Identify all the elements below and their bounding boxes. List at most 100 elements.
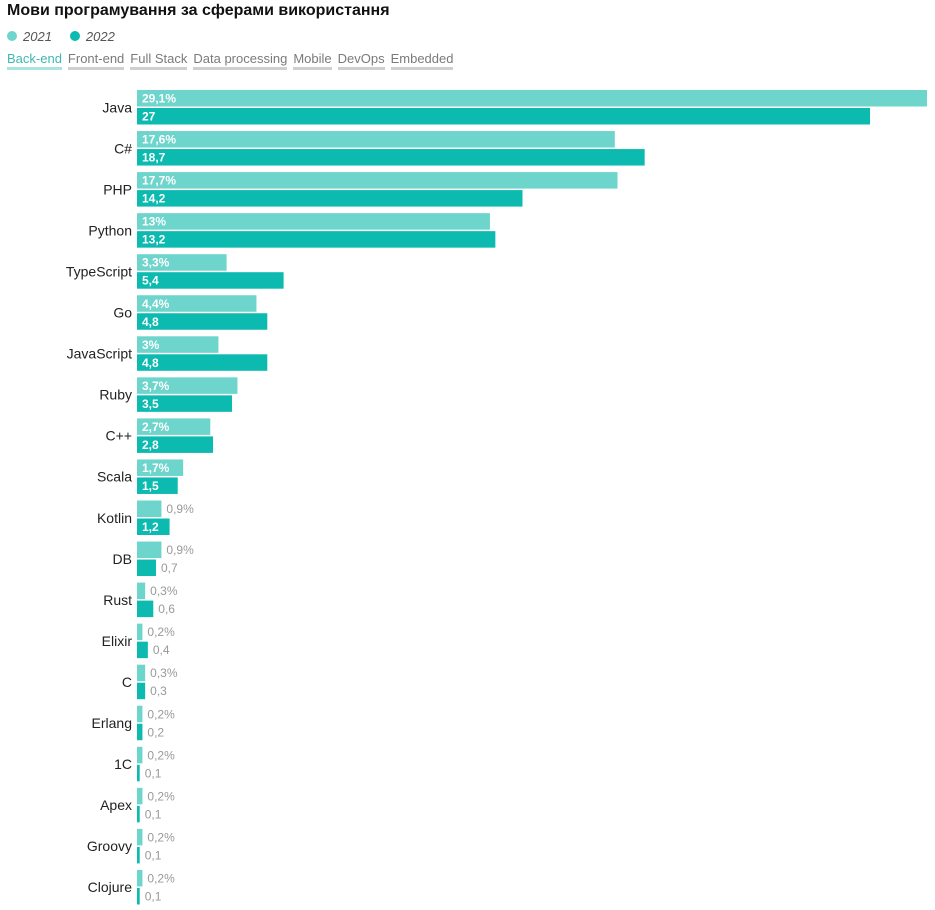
data-label-2021-typescript: 3,3%	[142, 256, 170, 270]
data-label-2021-groovy: 0,2%	[147, 830, 175, 844]
category-label-javascript: JavaScript	[67, 346, 132, 362]
data-label-2021-rust: 0,3%	[150, 584, 178, 598]
bar-2022-groovy	[137, 846, 140, 864]
category-label-db: DB	[113, 551, 132, 567]
data-label-2022-db: 0,7	[161, 561, 178, 575]
bar-2021-kotlin	[137, 500, 162, 517]
data-label-2022-python: 13,2	[142, 233, 166, 247]
bar-2022-c	[137, 436, 214, 453]
bar-2022-elixir	[137, 641, 148, 659]
bar-2022-go	[137, 313, 268, 330]
tab-devops[interactable]: DevOps	[337, 51, 385, 70]
category-label-groovy: Groovy	[87, 838, 132, 854]
bar-2022-clojure	[137, 887, 140, 905]
category-label-rust: Rust	[103, 592, 132, 608]
bar-2022-1c	[137, 764, 140, 782]
tab-front-end[interactable]: Front-end	[67, 51, 125, 70]
category-label-elixir: Elixir	[102, 633, 133, 649]
legend-label-2022: 2022	[85, 28, 115, 44]
bar-2021-c	[137, 664, 146, 682]
bar-2022-typescript	[137, 272, 284, 289]
data-label-2021-elixir: 0,2%	[147, 625, 175, 639]
data-label-2021-apex: 0,2%	[147, 789, 175, 803]
bar-2022-apex	[137, 805, 140, 823]
category-label-c: C#	[114, 140, 132, 156]
bar-2022-c	[137, 149, 645, 166]
data-label-2022-php: 14,2	[142, 192, 166, 206]
category-label-typescript: TypeScript	[66, 263, 132, 279]
data-label-2022-scala: 1,5	[142, 479, 159, 493]
category-label-clojure: Clojure	[88, 879, 133, 895]
data-label-2022-rust: 0,6	[158, 602, 175, 616]
category-label-c: C	[122, 674, 132, 690]
bar-2022-php	[137, 190, 523, 207]
data-label-2021-c: 17,6%	[142, 133, 176, 147]
bar-2021-groovy	[137, 828, 143, 846]
bar-2022-ruby	[137, 395, 233, 412]
bar-2022-c	[137, 682, 146, 700]
data-label-2021-javascript: 3%	[142, 338, 160, 352]
data-label-2022-kotlin: 1,2	[142, 520, 159, 534]
bar-2021-javascript	[137, 336, 219, 353]
legend-item-2022: 2022	[69, 28, 115, 44]
category-label-scala: Scala	[97, 469, 132, 485]
tab-data-processing[interactable]: Data processing	[193, 51, 288, 70]
data-label-2022-elixir: 0,4	[153, 643, 170, 657]
data-label-2021-c: 2,7%	[142, 420, 170, 434]
bar-2021-rust	[137, 582, 146, 600]
bar-2021-ruby	[137, 377, 238, 394]
legend-label-2021: 2021	[23, 28, 52, 44]
bar-2022-erlang	[137, 723, 143, 741]
data-label-2022-erlang: 0,2	[147, 725, 164, 739]
tab-mobile[interactable]: Mobile	[293, 51, 332, 70]
legend-swatch-2022	[69, 31, 80, 41]
bar-2021-db	[137, 541, 162, 559]
bar-2022-db	[137, 559, 157, 577]
data-label-2022-groovy: 0,1	[145, 848, 162, 862]
data-label-2022-javascript: 4,8	[142, 356, 159, 370]
data-label-2022-clojure: 0,1	[145, 889, 162, 903]
bar-2021-erlang	[137, 705, 143, 723]
category-label-c: C++	[106, 428, 132, 444]
category-label-apex: Apex	[100, 797, 132, 813]
bar-2021-scala	[137, 459, 184, 476]
bar-2022-rust	[137, 600, 154, 618]
bar-2021-php	[137, 172, 618, 189]
bar-2021-c	[137, 131, 615, 148]
data-label-2022-1c: 0,1	[145, 766, 162, 780]
data-label-2021-python: 13%	[142, 215, 166, 229]
legend-swatch-2021	[7, 31, 17, 41]
data-label-2022-typescript: 5,4	[142, 274, 159, 288]
data-label-2021-ruby: 3,7%	[142, 379, 170, 393]
category-label-kotlin: Kotlin	[97, 510, 132, 526]
bar-2021-apex	[137, 787, 143, 805]
tab-full-stack[interactable]: Full Stack	[130, 51, 188, 70]
category-label-java: Java	[102, 99, 132, 115]
category-label-python: Python	[88, 222, 132, 238]
legend: 2021 2022	[7, 27, 133, 45]
data-label-2021-php: 17,7%	[142, 174, 176, 188]
data-label-2021-kotlin: 0,9%	[166, 502, 194, 516]
bar-2021-elixir	[137, 623, 143, 641]
data-label-2021-erlang: 0,2%	[147, 707, 175, 721]
tab-back-end[interactable]: Back-end	[7, 51, 62, 70]
category-label-php: PHP	[103, 181, 132, 197]
bar-2022-kotlin	[137, 518, 170, 535]
data-label-2021-scala: 1,7%	[142, 461, 170, 475]
tab-embedded[interactable]: Embedded	[390, 51, 454, 70]
category-label-go: Go	[113, 305, 132, 321]
category-label-erlang: Erlang	[92, 715, 132, 731]
bar-2021-c	[137, 418, 211, 435]
bar-2021-clojure	[137, 869, 143, 887]
data-label-2021-1c: 0,2%	[147, 748, 175, 762]
data-label-2022-java: 27	[142, 110, 156, 124]
legend-item-2021: 2021	[7, 29, 52, 44]
data-label-2022-apex: 0,1	[145, 807, 162, 821]
chart-title: Мови програмування за сферами використан…	[7, 2, 390, 19]
bar-2021-typescript	[137, 254, 227, 271]
data-label-2022-c: 2,8	[142, 438, 159, 452]
category-label-1c: 1C	[114, 756, 132, 772]
data-label-2022-c: 0,3	[150, 684, 167, 698]
data-label-2021-go: 4,4%	[142, 297, 170, 311]
